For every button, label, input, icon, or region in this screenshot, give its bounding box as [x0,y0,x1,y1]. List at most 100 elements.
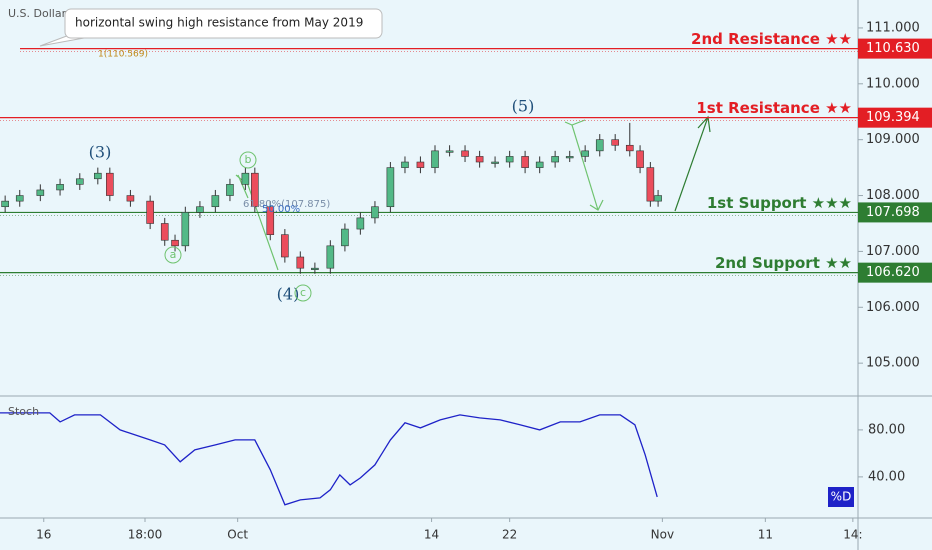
arrow [237,174,249,199]
fib-label: 61.80%(107.875) [243,199,330,210]
candle-body [595,139,604,152]
y2-tick-label: 40.00 [868,469,905,484]
candle-body [266,206,275,235]
y-tick-label: 111.000 [866,20,920,35]
candle-body [251,172,259,208]
callout-box [64,8,383,39]
candle-body [491,161,499,164]
callout-text: horizontal swing high resistance from Ma… [75,16,363,30]
candle-body [56,184,64,191]
level-label: 2nd Support ★★ [715,254,852,272]
level-price-box [858,202,932,223]
candle-body [371,206,379,219]
candle-body [75,178,84,185]
y-tick-label: 109.000 [866,132,920,147]
wave-label: (3) [89,143,112,162]
wave-circle [239,151,257,169]
level-price-label: 109.394 [866,110,920,125]
arrow-head [697,115,711,133]
candle-body [416,161,425,168]
candle-body [196,206,204,213]
candle-body [431,150,439,168]
candle-body [581,150,589,157]
level-price-box [858,38,932,59]
candle-body [551,156,559,163]
candle-body [94,172,102,180]
candle-body [401,161,409,168]
candle-body [654,195,662,202]
candle-body [211,195,220,208]
candle-body [386,167,395,208]
candle-body [646,167,655,202]
fib-label: 50.00% [262,204,300,215]
candle-body [160,223,169,241]
x-tick-label: Oct [227,528,248,542]
x-tick-label: 14 [424,528,439,542]
candle-body [15,195,24,202]
level-price-label: 106.620 [866,265,920,280]
wave-label: (5) [512,97,535,116]
indicator-name: Stoch [8,405,39,418]
level-label: 1st Support ★★★ [707,194,852,212]
y-tick-label: 107.000 [866,244,920,259]
candle-body [356,217,365,230]
candle-body [106,172,114,196]
wave-circle [294,284,312,302]
level-price-label: 107.698 [866,205,920,220]
candle-body [126,195,135,202]
candle-body [636,150,644,168]
candle-body [281,234,289,258]
indicator-legend-box [828,487,854,507]
x-tick-label: 14: [843,528,862,542]
wave-label: b [245,153,252,166]
wave-label: c [300,286,306,299]
wave-circle [164,246,182,264]
marker-label: 1(110.569) [98,50,148,60]
arrow-head [564,119,586,126]
x-tick-label: 11 [758,528,773,542]
candle-body [296,256,305,269]
level-price-label: 110.630 [866,41,920,56]
arrow-head [589,199,604,211]
level-price-box [858,262,932,283]
candle-body [611,139,619,146]
wave-label: (4) [277,285,300,304]
arrow [674,116,709,212]
candle-body [341,228,349,247]
candle-body [146,200,154,224]
wave-label: a [170,248,177,261]
candle-body [181,212,190,247]
candle-body [445,150,454,153]
x-tick-label: 16 [36,528,51,542]
candle-body [535,161,544,168]
candle-body [475,156,484,163]
x-tick-label: 18:00 [128,528,163,542]
level-label: 2nd Resistance ★★ [691,30,852,48]
candle-body [36,189,45,196]
candle-body [226,184,234,196]
candle-body [1,200,9,208]
candle-body [521,156,529,168]
y-tick-label: 110.000 [866,76,920,91]
y-tick-label: 108.000 [866,188,920,203]
x-tick-label: Nov [651,528,674,542]
candle-body [505,156,514,163]
indicator-legend: %D [831,490,852,504]
stoch-line [0,412,658,506]
level-price-box [858,107,932,128]
candle-body [241,172,250,185]
candle-body [326,245,335,269]
x-tick-label: 22 [502,528,517,542]
arrows [235,115,711,271]
arrow [571,124,599,211]
y-tick-label: 106.000 [866,300,920,315]
candle-body [311,267,319,270]
candle-body [171,239,179,247]
candle-body [461,150,469,157]
y-tick-label: 105.000 [866,356,920,371]
candle-body [625,144,634,152]
candle-body [565,156,574,159]
